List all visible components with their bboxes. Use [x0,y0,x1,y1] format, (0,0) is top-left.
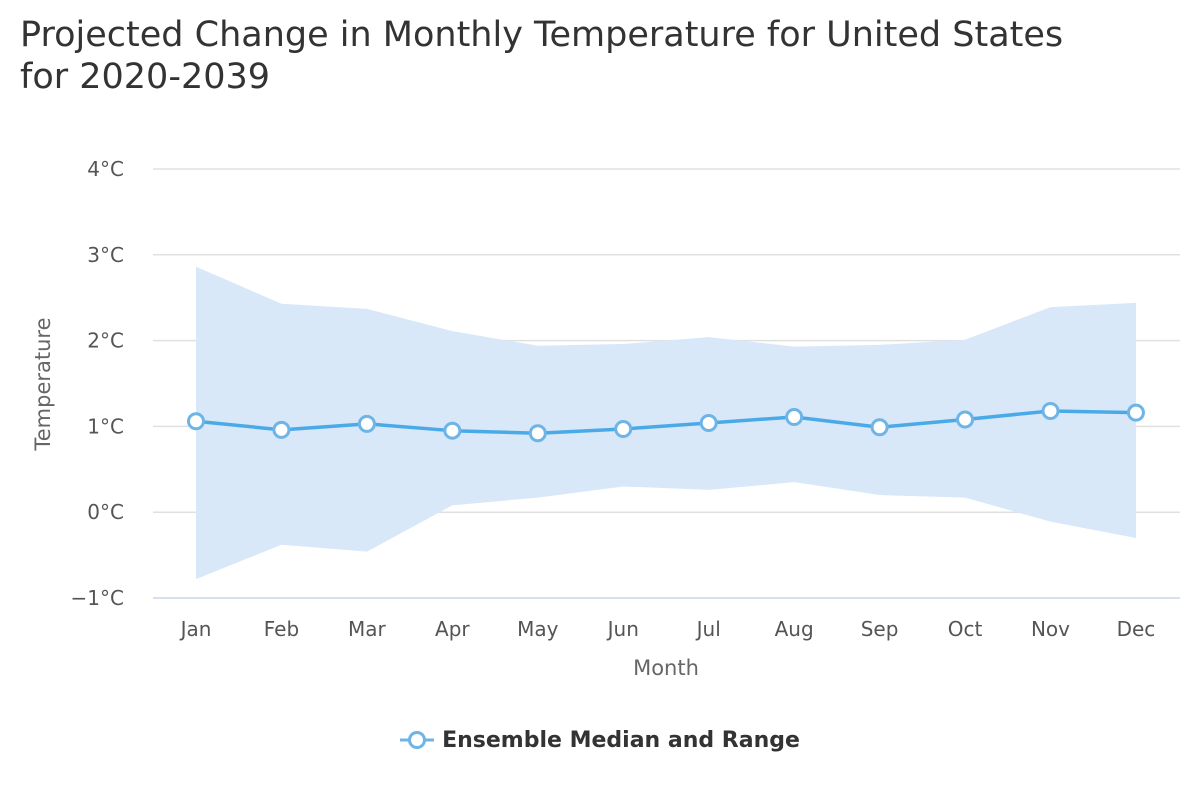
data-point-apr[interactable] [443,421,462,440]
y-tick-label: 4°C [87,157,124,181]
x-tick-label: Jun [606,617,639,641]
x-tick-label: Feb [264,617,299,641]
x-tick-label: May [517,617,559,641]
data-point-aug[interactable] [785,407,804,426]
x-tick-label: Jan [179,617,212,641]
data-point-jul[interactable] [699,413,718,432]
data-point-sep[interactable] [870,418,889,437]
y-tick-label: 2°C [87,329,124,353]
x-tick-label: Mar [348,617,387,641]
data-point-nov[interactable] [1041,401,1060,420]
x-tick-label: Apr [435,617,470,641]
chart-title: Projected Change in Monthly Temperature … [20,15,1064,97]
data-point-mar[interactable] [357,414,376,433]
x-tick-label: Oct [948,617,983,641]
x-tick-label: Dec [1117,617,1156,641]
data-point-oct[interactable] [956,410,975,429]
data-point-dec[interactable] [1126,403,1145,422]
legend: Ensemble Median and Range [0,722,1200,758]
median-line-layer [195,409,1136,436]
x-tick-label: Nov [1031,617,1070,641]
x-tick-label: Jul [695,617,721,641]
data-points [187,401,1145,443]
data-point-feb[interactable] [272,420,291,439]
x-tick-label: Aug [775,617,814,641]
range-band [196,266,1136,580]
x-axis-ticks: Jan Feb Mar Apr May Jun Jul Aug Sep Oct Nov Dec [179,617,1156,641]
range-band-layer [196,266,1136,580]
y-tick-label: 1°C [87,414,124,438]
legend-marker-icon [400,731,435,749]
x-tick-label: Sep [861,617,899,641]
legend-label: Ensemble Median and Range [442,727,800,753]
data-point-jan[interactable] [187,412,205,431]
y-axis-ticks: −1°C 0°C 1°C 2°C 3°C 4°C [71,157,124,610]
y-tick-label: 0°C [87,500,124,524]
y-axis-title: Temperature [31,317,55,451]
x-axis-title: Month [633,656,699,680]
y-tick-label: 3°C [87,243,124,267]
y-tick-label: −1°C [71,586,124,610]
legend-item-ensemble[interactable]: Ensemble Median and Range [400,728,800,753]
data-point-jun[interactable] [614,419,633,438]
median-line [195,409,1136,436]
data-point-may[interactable] [528,424,547,443]
